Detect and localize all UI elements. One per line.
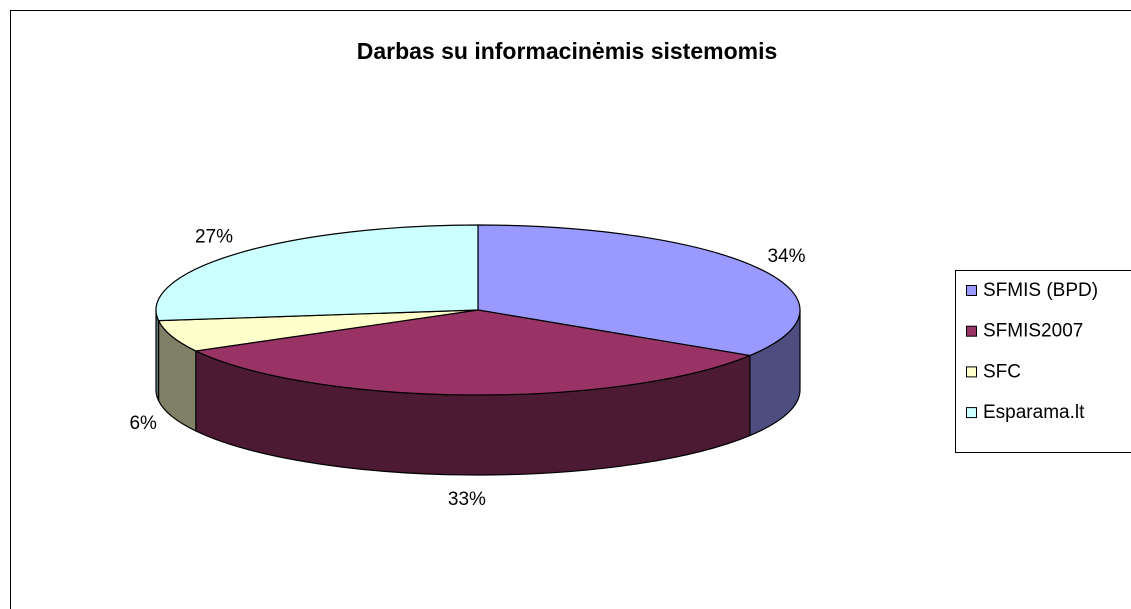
legend-swatch bbox=[966, 407, 977, 419]
legend-label: SFMIS2007 bbox=[983, 321, 1083, 342]
legend-label: Esparama.lt bbox=[983, 402, 1085, 423]
legend-label: SFC bbox=[983, 361, 1021, 382]
legend-box bbox=[955, 270, 1131, 453]
slice bbox=[155, 224, 479, 322]
slice bbox=[157, 309, 479, 352]
legend-swatch bbox=[966, 285, 977, 296]
value-label: 6% bbox=[129, 413, 157, 434]
chart-title: Darbas su informacinėmis sistemomis bbox=[357, 38, 778, 64]
legend-swatch bbox=[966, 366, 977, 378]
value-label: 33% bbox=[448, 489, 486, 510]
value-label: 34% bbox=[767, 246, 805, 267]
legend-swatch bbox=[966, 325, 977, 337]
legend-label: SFMIS (BPD) bbox=[983, 280, 1098, 301]
slice-side bbox=[155, 309, 160, 401]
value-label: 27% bbox=[195, 226, 233, 247]
